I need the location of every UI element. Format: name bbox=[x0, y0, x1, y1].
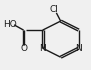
Text: N: N bbox=[39, 44, 46, 53]
Text: Cl: Cl bbox=[49, 5, 58, 14]
Text: O: O bbox=[20, 44, 27, 53]
Text: N: N bbox=[75, 44, 82, 53]
Text: HO: HO bbox=[3, 20, 17, 29]
